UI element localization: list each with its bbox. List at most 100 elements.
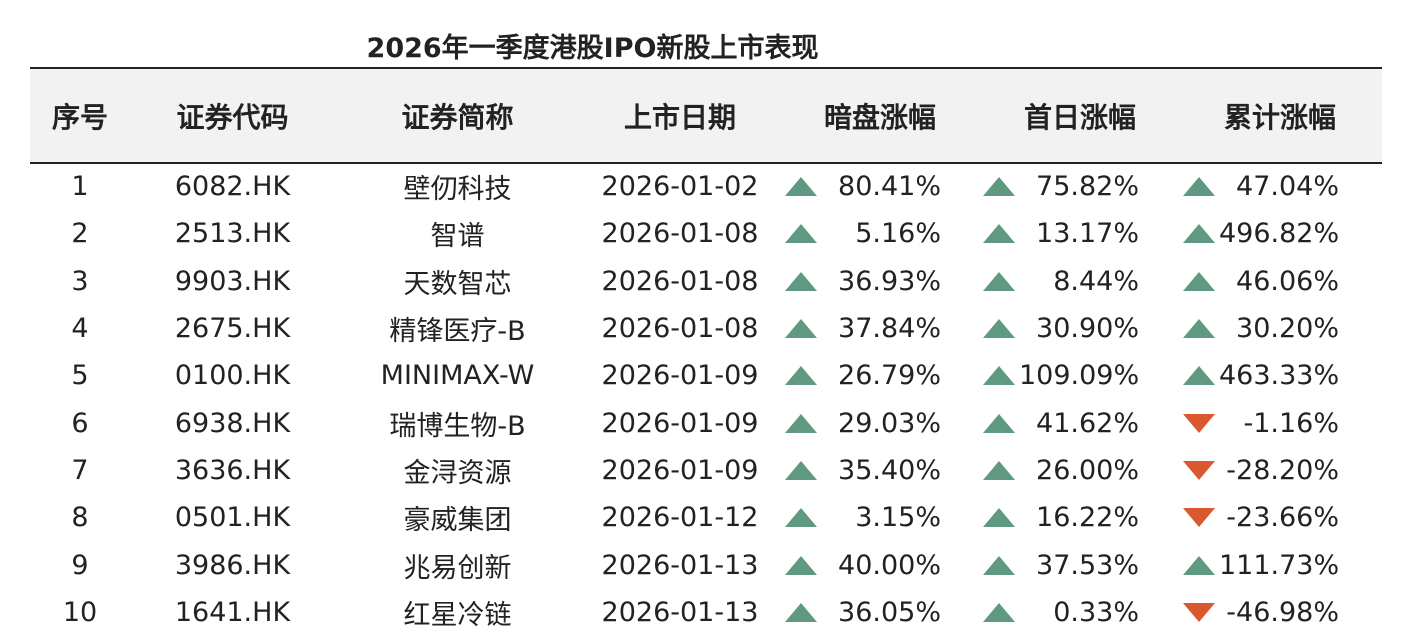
header-first-day: 首日涨幅 (1023, 100, 1136, 134)
percent-value: 37.84% (838, 313, 941, 345)
cell-grey-market: 5.16% (785, 210, 975, 257)
down-triangle-icon (1183, 460, 1215, 480)
table-title: 2026年一季度港股IPO新股上市表现 (366, 33, 819, 64)
up-triangle-icon (1183, 319, 1215, 339)
down-triangle-icon (1183, 602, 1215, 622)
percent-value: 3.15% (855, 502, 941, 534)
percent-value: 40.00% (838, 549, 941, 581)
percent-value: 35.40% (838, 454, 941, 486)
header-date: 上市日期 (623, 100, 736, 134)
up-triangle-icon (1183, 555, 1215, 575)
up-triangle-icon (983, 555, 1015, 575)
percent-value: 46.06% (1236, 265, 1339, 297)
cell-code: 0501.HK (174, 502, 291, 534)
up-triangle-icon (785, 413, 817, 433)
cell-no: 6 (71, 407, 89, 439)
percent-value: -23.66% (1226, 502, 1339, 534)
percent-value: 41.62% (1036, 407, 1139, 439)
up-triangle-icon (785, 602, 817, 622)
percent-value: 47.04% (1236, 171, 1339, 203)
cell-date: 2026-01-13 (601, 549, 759, 581)
cell-name: 精锋医疗-B (389, 316, 526, 348)
percent-value: -28.20% (1226, 454, 1339, 486)
down-triangle-icon (1183, 508, 1215, 528)
table-row: 10 1641.HK 红星冷链 2026-01-13 36.05% 0.33% -46.98… (30, 589, 1382, 636)
percent-value: 111.73% (1219, 549, 1340, 581)
cell-date: 2026-01-09 (601, 360, 759, 392)
table-row: 3 9903.HK 天数智芯 2026-01-08 36.93% 8.44% 46.06% (30, 258, 1382, 305)
percent-value: 496.82% (1219, 218, 1340, 250)
cell-date: 2026-01-08 (601, 313, 759, 345)
cell-first-day: 16.22% (983, 494, 1173, 541)
cell-no: 9 (71, 549, 89, 581)
table-row: 5 0100.HK MINIMAX-W 2026-01-09 26.79% 109.09%… (30, 352, 1382, 399)
table-body: 1 6082.HK 壁仞科技 2026-01-02 80.41% 75.82% 47.04%… (30, 163, 1382, 636)
cell-date: 2026-01-02 (601, 171, 759, 203)
up-triangle-icon (785, 555, 817, 575)
up-triangle-icon (983, 224, 1015, 244)
percent-value: 16.22% (1036, 502, 1139, 534)
cell-date: 2026-01-08 (601, 218, 759, 250)
cell-no: 2 (71, 218, 89, 250)
cell-first-day: 41.62% (983, 399, 1173, 446)
cell-no: 3 (71, 265, 89, 297)
down-triangle-icon (1183, 413, 1215, 433)
up-triangle-icon (785, 319, 817, 339)
cell-grey-market: 36.93% (785, 258, 975, 305)
table-row: 4 2675.HK 精锋医疗-B 2026-01-08 37.84% 30.90% 30.2… (30, 305, 1382, 352)
table-row: 2 2513.HK 智谱 2026-01-08 5.16% 13.17% 496.82% (30, 210, 1382, 257)
up-triangle-icon (983, 602, 1015, 622)
header-grey-market: 暗盘涨幅 (823, 100, 936, 134)
cell-grey-market: 3.15% (785, 494, 975, 541)
cell-no: 7 (71, 454, 89, 486)
cell-grey-market: 35.40% (785, 447, 975, 494)
cell-first-day: 75.82% (983, 163, 1173, 210)
cell-first-day: 13.17% (983, 210, 1173, 257)
cell-date: 2026-01-13 (601, 596, 759, 628)
up-triangle-icon (785, 508, 817, 528)
cell-code: 9903.HK (174, 265, 291, 297)
cell-name: 智谱 (430, 221, 485, 253)
cell-cumulative: -1.16% (1183, 399, 1373, 446)
up-triangle-icon (983, 460, 1015, 480)
cell-code: 3636.HK (174, 454, 291, 486)
up-triangle-icon (785, 177, 817, 197)
cell-code: 3986.HK (174, 549, 291, 581)
cell-date: 2026-01-09 (601, 454, 759, 486)
cell-date: 2026-01-12 (601, 502, 759, 534)
cell-name: 壁仞科技 (403, 174, 512, 206)
percent-value: 109.09% (1019, 360, 1140, 392)
cell-date: 2026-01-08 (601, 265, 759, 297)
up-triangle-icon (785, 224, 817, 244)
up-triangle-icon (983, 413, 1015, 433)
cell-first-day: 109.09% (983, 352, 1173, 399)
cell-first-day: 37.53% (983, 541, 1173, 588)
cell-cumulative: 47.04% (1183, 163, 1373, 210)
cell-no: 8 (71, 502, 89, 534)
header-code: 证券代码 (176, 100, 289, 134)
table-row: 7 3636.HK 金浔资源 2026-01-09 35.40% 26.00% -28.20… (30, 447, 1382, 494)
cell-name: MINIMAX-W (380, 360, 535, 392)
percent-value: -1.16% (1243, 407, 1339, 439)
percent-value: 13.17% (1036, 218, 1139, 250)
up-triangle-icon (1183, 366, 1215, 386)
up-triangle-icon (785, 366, 817, 386)
up-triangle-icon (983, 319, 1015, 339)
cell-cumulative: -28.20% (1183, 447, 1373, 494)
cell-grey-market: 36.05% (785, 589, 975, 636)
table-row: 8 0501.HK 豪威集团 2026-01-12 3.15% 16.22% -23.66% (30, 494, 1382, 541)
percent-value: 5.16% (855, 218, 941, 250)
cell-grey-market: 40.00% (785, 541, 975, 588)
cell-date: 2026-01-09 (601, 407, 759, 439)
table-row: 1 6082.HK 壁仞科技 2026-01-02 80.41% 75.82% 47.04% (30, 163, 1382, 210)
cell-grey-market: 26.79% (785, 352, 975, 399)
cell-grey-market: 29.03% (785, 399, 975, 446)
table-row: 9 3986.HK 兆易创新 2026-01-13 40.00% 37.53% 111.73… (30, 541, 1382, 588)
percent-value: 37.53% (1036, 549, 1139, 581)
percent-value: 26.00% (1036, 454, 1139, 486)
cell-code: 0100.HK (174, 360, 291, 392)
cell-no: 4 (71, 313, 89, 345)
cell-code: 6938.HK (174, 407, 291, 439)
percent-value: 36.93% (838, 265, 941, 297)
percent-value: 463.33% (1219, 360, 1340, 392)
